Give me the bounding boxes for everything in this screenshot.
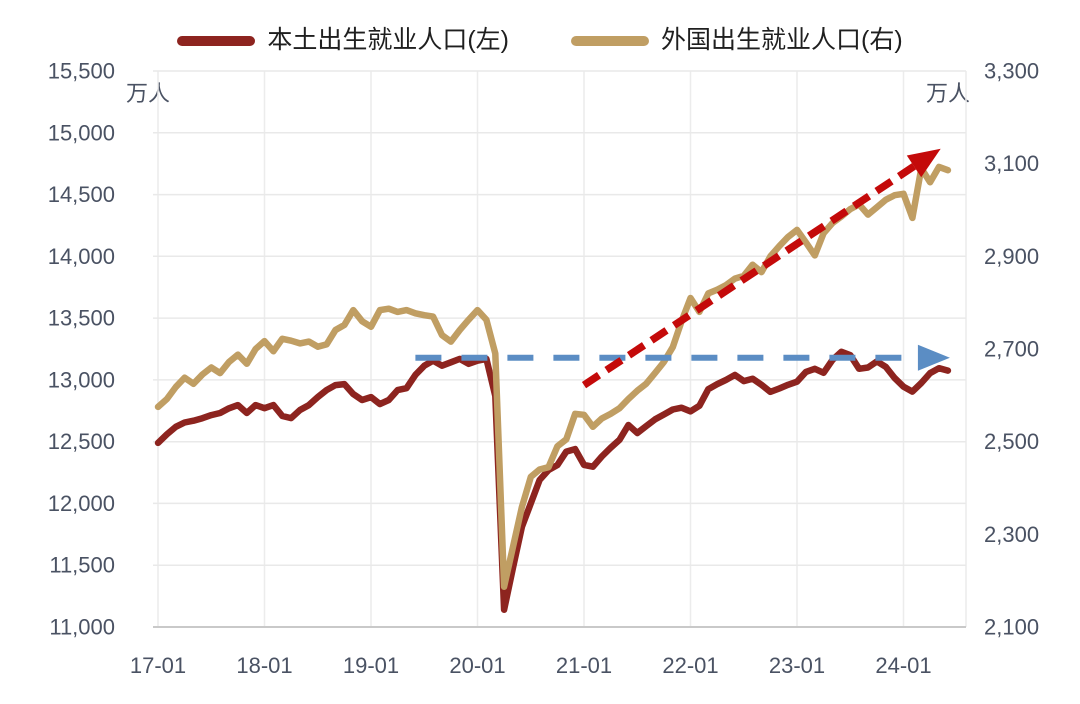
right-axis-tick-label: 2,500 [984,429,1039,454]
x-axis-tick-label: 24-01 [875,653,931,678]
left-axis-tick-label: 14,500 [48,182,115,207]
x-axis-tick-label: 21-01 [556,653,612,678]
right-axis-unit-label: 万人 [926,81,971,106]
legend-label-native-born: 本土出生就业人口(左) [267,26,509,54]
legend-item-native-born: 本土出生就业人口(左) [177,28,509,53]
x-axis-tick-label: 19-01 [343,653,399,678]
right-axis-tick-label: 3,300 [984,59,1039,84]
legend-item-foreign-born: 外国出生就业人口(右) [571,28,903,53]
x-axis-tick-label: 18-01 [236,653,292,678]
flat-trend-arrow-head [917,344,950,371]
legend-swatch-native-born [177,35,256,46]
right-axis-tick-label: 2,700 [984,337,1039,362]
left-axis-tick-label: 15,500 [48,59,115,84]
left-axis-tick-label: 12,000 [48,491,115,516]
left-axis-tick-label: 14,000 [48,244,115,269]
rising-trend-arrow-head [906,148,941,178]
series-line-foreign-born [154,163,952,590]
x-axis-tick-label: 23-01 [769,653,825,678]
left-axis-tick-label: 15,000 [48,120,115,145]
right-axis-tick-label: 2,900 [984,244,1039,269]
legend-swatch-foreign-born [571,35,649,46]
rising-trend-arrow-line [581,163,917,389]
left-axis-tick-label: 12,500 [48,429,115,454]
right-axis-tick-label: 2,300 [984,522,1039,547]
x-axis-tick-label: 20-01 [449,653,505,678]
right-axis-tick-label: 3,100 [984,151,1039,176]
left-axis-tick-label: 13,000 [48,367,115,392]
chart-legend: 本土出生就业人口(左) 外国出生就业人口(右) [0,28,1080,53]
right-axis-tick-label: 2,100 [984,615,1039,640]
left-axis-unit-label: 万人 [126,81,171,106]
series-line-native-born [154,348,952,613]
x-axis-tick-label: 17-01 [130,653,186,678]
left-axis-tick-label: 11,000 [49,615,115,640]
legend-label-foreign-born: 外国出生就业人口(右) [661,26,903,54]
left-axis-tick-label: 11,500 [49,553,115,578]
left-axis-tick-label: 13,500 [48,306,115,331]
x-axis-tick-label: 22-01 [662,653,718,678]
